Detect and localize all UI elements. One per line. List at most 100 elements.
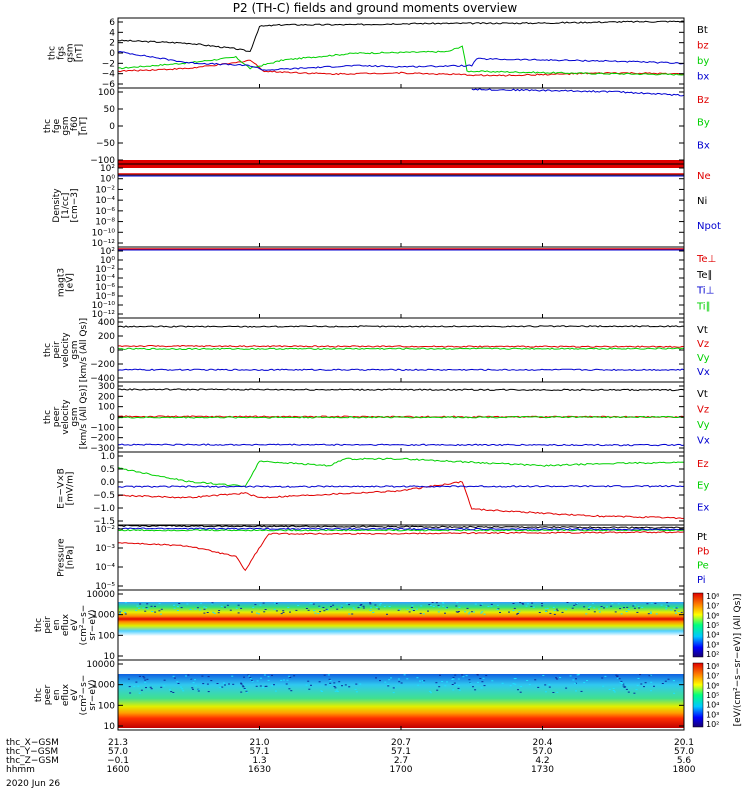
spectrogram-noise (422, 613, 425, 615)
y-axis-label: Pressure (57, 538, 67, 577)
spectrogram-noise (362, 605, 365, 607)
y-tick-label: 300 (98, 382, 115, 392)
y-axis-label: (cm²−s− (79, 675, 89, 716)
legend-entry: Pt (697, 532, 707, 543)
spectrogram-noise (400, 682, 403, 684)
legend-entry: Bx (697, 140, 710, 151)
series-bx-line (471, 88, 685, 97)
spectrogram-noise (548, 684, 551, 686)
spectrogram-noise (150, 605, 153, 607)
spectrogram-noise (264, 685, 267, 687)
spectrogram-noise (422, 681, 425, 683)
spectrogram-noise (421, 680, 424, 682)
colorbar-tick-label: 10⁸ (706, 592, 719, 601)
spectrogram-noise (213, 612, 216, 614)
x-axis-value: 5.6 (677, 756, 692, 766)
spectrogram-noise (351, 613, 354, 615)
spectrogram-noise (240, 691, 243, 693)
x-axis-value: 21.0 (249, 738, 269, 748)
spectrogram-noise (556, 610, 559, 612)
y-axis-label: sr−eV) (88, 609, 98, 640)
spectrogram-noise (637, 605, 640, 607)
spectrogram-noise (544, 608, 547, 610)
spectrogram-noise (124, 611, 127, 613)
spectrogram-noise (192, 688, 194, 690)
legend-entry: Vx (697, 367, 710, 378)
y-axis-label: [nT] (75, 44, 85, 62)
colorbar (692, 662, 704, 728)
y-axis-label: Density (52, 188, 62, 223)
spectrogram-noise (483, 685, 486, 687)
spectrogram-noise (310, 603, 313, 605)
x-axis-value: 57.0 (532, 747, 552, 757)
spectrogram-noise (622, 685, 625, 687)
spectrogram-noise (412, 610, 415, 611)
spectrogram-noise (485, 675, 488, 677)
spectrogram-noise (251, 611, 253, 613)
x-axis-row-label: hhmm (6, 765, 35, 775)
spectrogram-noise (602, 685, 605, 687)
spectrogram-noise (138, 692, 141, 694)
spectrogram-noise (673, 692, 676, 694)
y-axis-label: gsm (70, 407, 80, 426)
spectrogram-noise (360, 604, 363, 605)
spectrogram-noise (386, 613, 388, 615)
y-axis-label: [mV/m] (66, 472, 76, 506)
spectrogram-noise (310, 684, 312, 686)
spectrogram-noise (538, 612, 541, 613)
spectrogram-noise (262, 602, 265, 604)
spectrogram-noise (383, 606, 386, 608)
spectrogram-noise (228, 683, 230, 685)
spectrogram-noise (549, 612, 552, 614)
series-pi-line (117, 527, 685, 531)
spectrogram-noise (187, 674, 190, 676)
spectrogram-noise (625, 688, 628, 690)
spectrogram-noise (231, 675, 234, 677)
series-vt-line (117, 325, 685, 328)
y-axis-label: [km/s (All Qs)] (79, 318, 89, 382)
legend-entry: Vy (697, 420, 710, 431)
spectrogram-noise (665, 608, 668, 610)
spectrogram-noise (297, 605, 300, 606)
spectrogram-noise (392, 687, 395, 689)
spectrogram-noise (398, 681, 401, 683)
spectrogram-noise (620, 680, 623, 682)
colorbar-tick-label: 10³ (706, 710, 719, 719)
spectrogram-noise (150, 688, 153, 690)
spectrogram-noise (274, 602, 276, 604)
spectrogram-noise (264, 609, 267, 610)
spectrogram-noise (140, 689, 143, 691)
spectrogram-noise (466, 607, 469, 609)
spectrogram-noise (615, 674, 618, 676)
spectrogram-noise (219, 687, 222, 688)
spectrogram-noise (273, 684, 275, 686)
y-axis-label: thc (48, 46, 58, 60)
spectrogram-noise (338, 681, 341, 683)
spectrogram-noise (650, 690, 653, 692)
y-axis-label: magt3 (57, 268, 67, 297)
spectrogram-noise (512, 603, 515, 604)
y-tick-label: −400 (90, 374, 115, 384)
panel-frame (117, 87, 685, 165)
spectrogram-noise (319, 611, 322, 613)
spectrogram-noise (359, 683, 362, 685)
spectrogram-noise (565, 687, 568, 689)
spectrogram-noise (438, 606, 441, 608)
y-axis-label: eV (70, 688, 80, 701)
x-axis-value: 1730 (531, 765, 554, 775)
spectrogram-noise (517, 689, 519, 691)
spectrogram-noise (353, 608, 356, 610)
spectrogram-noise (593, 611, 596, 613)
y-tick-label: 10⁻² (95, 265, 115, 275)
spectrogram-noise (232, 683, 235, 685)
spectrogram-noise (257, 613, 260, 615)
spectrogram-noise (541, 605, 544, 607)
spectrogram-noise (254, 604, 257, 606)
spectrogram-noise (481, 681, 484, 683)
spectrogram-noise (181, 688, 184, 690)
spectrogram-noise (490, 603, 493, 605)
spectrogram-noise (362, 607, 365, 609)
spectrogram-noise (207, 676, 210, 678)
spectrogram-noise (577, 674, 580, 676)
spectrogram-noise (516, 613, 518, 615)
